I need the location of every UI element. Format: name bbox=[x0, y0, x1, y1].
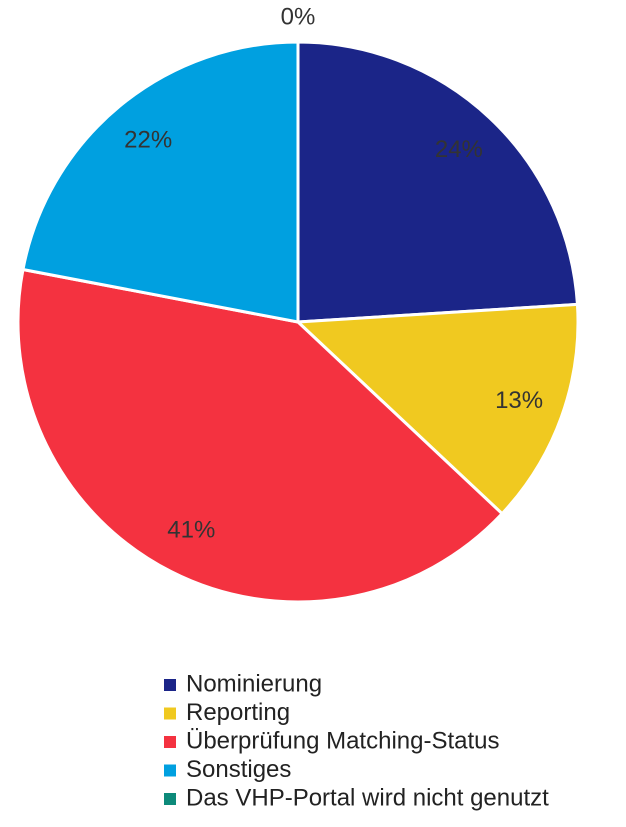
data-label: 0% bbox=[281, 3, 316, 30]
legend-swatch bbox=[164, 736, 176, 748]
legend-swatch bbox=[164, 793, 176, 805]
data-label: 22% bbox=[124, 126, 172, 153]
legend-label: Das VHP-Portal wird nicht genutzt bbox=[186, 784, 549, 811]
legend-label: Nominierung bbox=[186, 670, 322, 697]
legend-label: Sonstiges bbox=[186, 756, 291, 783]
pie-slice bbox=[16, 267, 505, 604]
legend-swatch bbox=[164, 707, 176, 720]
legend-label: Überprüfung Matching-Status bbox=[186, 727, 500, 754]
data-label: 13% bbox=[495, 387, 543, 414]
legend-label: Reporting bbox=[186, 699, 290, 726]
pie-slice bbox=[21, 40, 300, 324]
data-label: 24% bbox=[435, 136, 483, 163]
legend-swatch bbox=[164, 764, 176, 777]
data-label: 41% bbox=[167, 517, 215, 544]
legend-swatch bbox=[164, 679, 176, 691]
pie-slice bbox=[294, 302, 580, 516]
pie-slice bbox=[296, 40, 580, 324]
